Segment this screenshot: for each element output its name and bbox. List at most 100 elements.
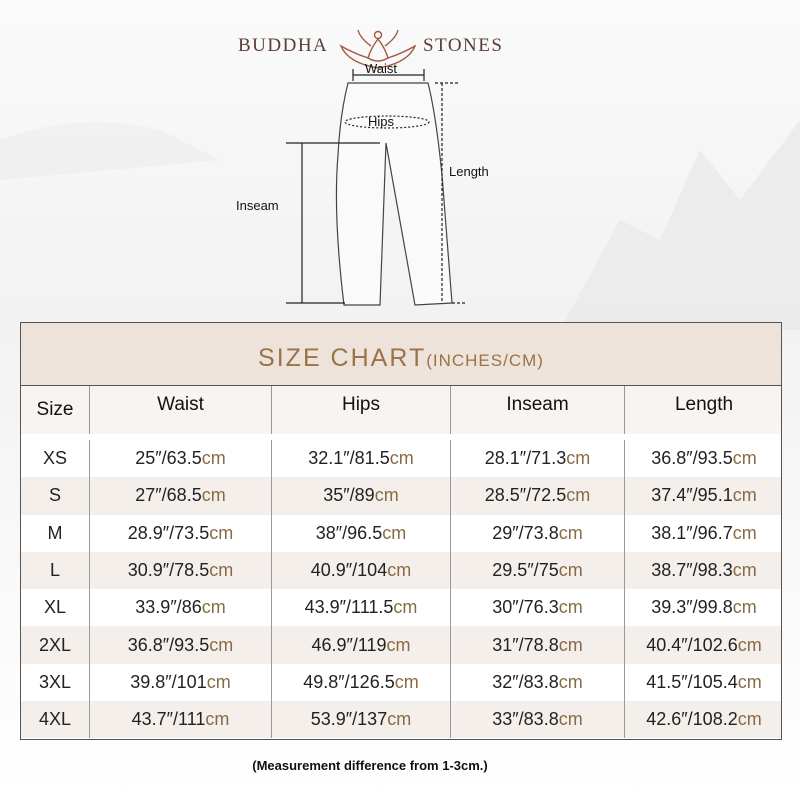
length-cell: 37.4″/95.1 cm bbox=[624, 477, 783, 515]
value: 25″/63.5 bbox=[135, 448, 202, 469]
size-cell: S bbox=[48, 485, 61, 506]
value: 28.1″/71.3 bbox=[484, 448, 567, 469]
title-text: SIZE CHART bbox=[258, 343, 427, 372]
unit: cm bbox=[558, 560, 583, 581]
table-row: XS 25″/63.5 cm 32.1″/81.5 cm 28.1″/71.3 cm 36.8… bbox=[21, 440, 781, 478]
hips-label: Hips bbox=[368, 114, 395, 129]
value: 33.9″/86 bbox=[135, 597, 202, 618]
value: 41.5″/105.4 bbox=[646, 671, 738, 692]
table-row: 3XL 39.8″/101 cm 49.8″/126.5 cm 32″/83.8 cm 41.… bbox=[21, 663, 783, 702]
size-chart-title: SIZE CHART(INCHES/CM) bbox=[21, 323, 781, 386]
hips-cell: 43.9″/111.5 cm bbox=[271, 589, 450, 627]
table-row: 2XL 36.8″/93.5 cm 46.9″/119 cm 31″/78.8 cm 40.4… bbox=[21, 626, 781, 664]
col-header-inseam: Inseam bbox=[450, 386, 624, 434]
unit: cm bbox=[389, 448, 414, 469]
value: 40.4″/102.6 bbox=[646, 634, 738, 655]
value: 29.5″/75 bbox=[492, 560, 559, 581]
size-chart-table: SIZE CHART(INCHES/CM) Size Waist Hips In… bbox=[20, 322, 782, 740]
unit: cm bbox=[732, 485, 757, 506]
unit: cm bbox=[558, 709, 583, 730]
unit: cm bbox=[382, 522, 407, 543]
col-header-size: Size bbox=[36, 399, 74, 420]
measurement-note: (Measurement difference from 1-3cm.) bbox=[252, 758, 488, 773]
value: 38″/96.5 bbox=[315, 522, 383, 543]
size-cell: 3XL bbox=[38, 671, 72, 692]
unit: cm bbox=[737, 709, 762, 730]
unit: cm bbox=[393, 597, 418, 618]
value: 39.8″/101 bbox=[130, 671, 207, 692]
hips-cell: 40.9″/104 cm bbox=[271, 551, 450, 590]
unit: cm bbox=[558, 597, 583, 618]
length-cell: 42.6″/108.2 cm bbox=[624, 701, 783, 739]
value: 28.5″/72.5 bbox=[484, 485, 567, 506]
unit: cm bbox=[387, 709, 412, 730]
value: 39.3″/99.8 bbox=[651, 597, 733, 618]
value: 30″/76.3 bbox=[492, 597, 559, 618]
value: 40.9″/104 bbox=[310, 560, 388, 581]
hips-cell: 32.1″/81.5 cm bbox=[271, 440, 450, 478]
table-row: S 27″/68.5 cm 35″/89 cm 28.5″/72.5 cm 37.4″/95.… bbox=[21, 477, 783, 515]
unit: cm bbox=[732, 560, 757, 581]
value: 46.9″/119 bbox=[311, 634, 387, 655]
value: 38.7″/98.3 bbox=[651, 560, 733, 581]
hips-cell: 38″/96.5 cm bbox=[271, 514, 450, 552]
value: 38.1″/96.7 bbox=[651, 522, 733, 543]
value: 33″/83.8 bbox=[492, 709, 559, 730]
value: 27″/68.5 bbox=[135, 485, 202, 506]
size-cell: XS bbox=[42, 448, 67, 469]
length-cell: 38.7″/98.3 cm bbox=[624, 551, 783, 590]
unit: cm bbox=[566, 485, 591, 506]
length-cell: 39.3″/99.8 cm bbox=[624, 589, 783, 627]
waist-cell: 27″/68.5 cm bbox=[89, 477, 271, 515]
value: 53.9″/137 bbox=[310, 709, 388, 730]
value: 43.9″/111.5 bbox=[304, 597, 394, 618]
waist-cell: 43.7″/111 cm bbox=[89, 701, 271, 739]
size-cell: 4XL bbox=[38, 709, 72, 730]
inseam-cell: 31″/78.8 cm bbox=[450, 626, 624, 664]
size-cell: M bbox=[47, 522, 63, 543]
unit: cm bbox=[387, 560, 412, 581]
length-cell: 38.1″/96.7 cm bbox=[624, 514, 783, 552]
table-row: M 28.9″/73.5 cm 38″/96.5 cm 29″/73.8 cm 38.1″/9… bbox=[21, 514, 783, 552]
waist-cell: 36.8″/93.5 cm bbox=[89, 626, 271, 664]
unit: cm bbox=[558, 671, 583, 692]
unit: cm bbox=[558, 522, 583, 543]
leggings-diagram bbox=[286, 69, 465, 306]
hips-cell: 35″/89 cm bbox=[271, 477, 450, 515]
unit: cm bbox=[732, 597, 757, 618]
hips-cell: 49.8″/126.5 cm bbox=[271, 663, 450, 702]
size-cell: L bbox=[49, 560, 60, 581]
unit: cm bbox=[201, 597, 226, 618]
inseam-cell: 32″/83.8 cm bbox=[450, 663, 624, 702]
brand-left: BUDDHA bbox=[238, 35, 329, 56]
value: 49.8″/126.5 bbox=[303, 671, 395, 692]
value: 31″/78.8 bbox=[492, 634, 559, 655]
value: 42.6″/108.2 bbox=[646, 709, 738, 730]
waist-cell: 25″/63.5 cm bbox=[89, 440, 271, 478]
table-row: 4XL 43.7″/111 cm 53.9″/137 cm 33″/83.8 cm 42.6″… bbox=[21, 701, 783, 739]
unit: cm bbox=[737, 671, 762, 692]
size-cell: XL bbox=[43, 597, 67, 618]
unit: cm bbox=[209, 634, 234, 655]
value: 32.1″/81.5 bbox=[308, 448, 390, 469]
unit: cm bbox=[201, 485, 226, 506]
unit: cm bbox=[209, 560, 234, 581]
title-units: (INCHES/CM) bbox=[426, 350, 544, 370]
value: 37.4″/95.1 bbox=[651, 485, 733, 506]
header-row: Size Waist Hips Inseam Length bbox=[21, 386, 781, 434]
inseam-cell: 30″/76.3 cm bbox=[450, 589, 624, 627]
col-header-hips: Hips bbox=[271, 386, 450, 434]
inseam-label: Inseam bbox=[236, 198, 279, 213]
value: 36.8″/93.5 bbox=[127, 634, 210, 655]
size-cell: 2XL bbox=[38, 634, 72, 655]
value: 28.9″/73.5 bbox=[127, 522, 210, 543]
hips-cell: 46.9″/119 cm bbox=[271, 626, 450, 664]
table-row: XL 33.9″/86 cm 43.9″/111.5 cm 30″/76.3 cm 39.3″… bbox=[21, 589, 783, 627]
length-cell: 41.5″/105.4 cm bbox=[624, 663, 783, 702]
inseam-cell: 29″/73.8 cm bbox=[450, 514, 624, 552]
length-label: Length bbox=[449, 164, 489, 179]
unit: cm bbox=[732, 448, 757, 469]
inseam-cell: 28.5″/72.5 cm bbox=[450, 477, 624, 515]
unit: cm bbox=[205, 709, 230, 730]
waist-cell: 28.9″/73.5 cm bbox=[89, 514, 271, 552]
